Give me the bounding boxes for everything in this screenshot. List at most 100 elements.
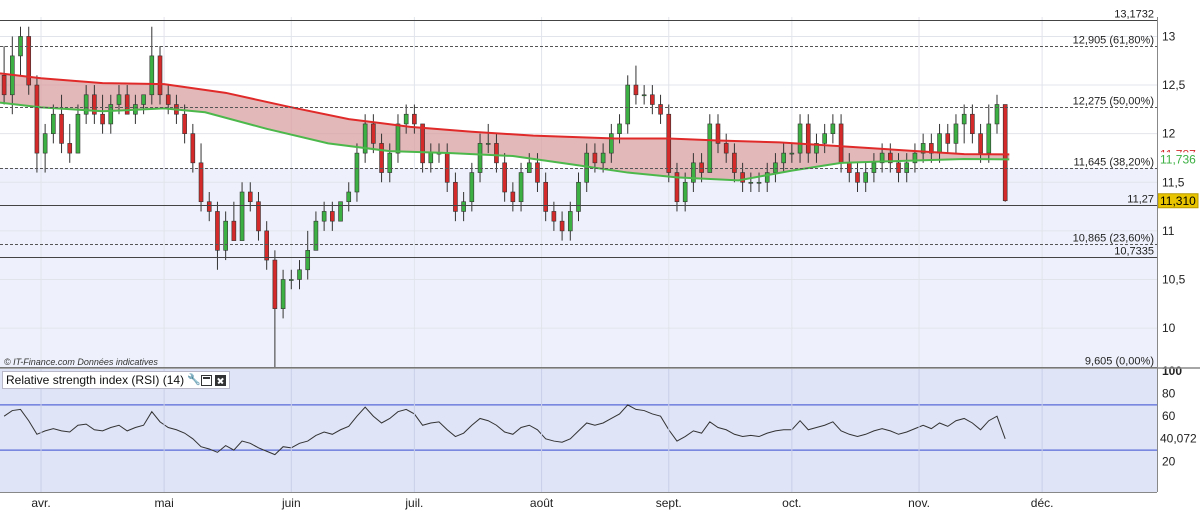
candle-up xyxy=(428,152,434,164)
rsi-current-label: 40,072 xyxy=(1160,432,1197,446)
month-label: juin xyxy=(281,496,301,510)
price-tick-label: 10 xyxy=(1162,321,1176,335)
candle-up xyxy=(781,152,786,164)
reference-line-label: 10,7335 xyxy=(1114,246,1154,258)
candle-up xyxy=(986,123,992,154)
price-badge-label: 11,310 xyxy=(1160,194,1196,208)
candle-up xyxy=(403,113,409,125)
price-tick-label: 11,5 xyxy=(1162,175,1185,189)
candle-up xyxy=(773,162,778,173)
reference-line-label: 12,905 (61,80%) xyxy=(1073,35,1154,47)
price-tick-label: 10,5 xyxy=(1162,273,1186,287)
candle-up xyxy=(42,133,48,154)
month-label: oct. xyxy=(782,496,801,510)
candle-up xyxy=(518,172,524,203)
candle-down xyxy=(206,201,212,212)
candle-down xyxy=(846,162,852,173)
candle-down xyxy=(330,211,335,222)
data-source-note: © IT-Finance.com Données indicatives xyxy=(4,357,158,367)
price-tick-label: 13 xyxy=(1162,29,1176,43)
reference-line-label: 11,645 (38,20%) xyxy=(1073,157,1154,169)
candle-up xyxy=(313,220,319,251)
candle-down xyxy=(444,152,450,183)
candle-down xyxy=(92,94,97,115)
candle-down xyxy=(494,143,499,164)
ma-long-line xyxy=(0,72,1010,156)
restore-icon[interactable] xyxy=(201,374,213,386)
candle-down xyxy=(256,201,261,232)
candle-up xyxy=(797,123,803,154)
candle-up xyxy=(609,133,614,154)
candle-down xyxy=(838,123,844,164)
candle-down xyxy=(215,211,220,251)
candle-down xyxy=(502,162,507,193)
candle-up xyxy=(748,181,754,184)
rsi-tick-label: 80 xyxy=(1162,387,1176,401)
candle-up xyxy=(789,152,795,155)
candle-down xyxy=(929,143,934,154)
candle-up xyxy=(617,123,622,134)
price-axis: 13 12,5 12 11,5 11 10,5 10 xyxy=(1162,29,1186,335)
candle-up xyxy=(814,143,819,154)
candle-up xyxy=(961,113,967,125)
candle-up xyxy=(879,152,885,164)
candle-down xyxy=(658,104,663,115)
candle-down xyxy=(67,143,73,154)
candle-down xyxy=(888,152,893,164)
price-tick-label: 12 xyxy=(1162,127,1176,141)
rsi-line xyxy=(3,404,1006,456)
price-tick-label: 12,5 xyxy=(1162,78,1186,92)
candle-up xyxy=(223,220,228,251)
candle-up xyxy=(707,123,713,173)
rsi-tick-label: 20 xyxy=(1162,454,1176,468)
candle-down xyxy=(559,220,565,232)
candle-down xyxy=(666,113,672,173)
reference-line-label: 9,605 (0,00%) xyxy=(1085,356,1154,368)
candle-down xyxy=(124,94,130,115)
candle-up xyxy=(756,181,762,184)
candle-up xyxy=(280,279,286,309)
candle-up xyxy=(461,201,466,212)
candle-down xyxy=(723,143,729,154)
close-icon[interactable] xyxy=(215,374,227,386)
candle-up xyxy=(75,113,81,154)
candle-up xyxy=(937,133,942,154)
candle-down xyxy=(59,113,64,144)
candle-down xyxy=(453,181,458,212)
candle-up xyxy=(305,250,311,271)
candle-up xyxy=(953,123,959,144)
candle-up xyxy=(682,181,688,203)
rsi-title: Relative strength index (RSI) (14) xyxy=(6,373,185,387)
candle-down xyxy=(247,191,253,203)
candle-down xyxy=(732,152,737,173)
month-label: sept. xyxy=(656,496,682,510)
candlesticks xyxy=(1,26,1008,367)
month-label: mai xyxy=(154,496,173,510)
candle-down xyxy=(805,123,811,154)
candle-down xyxy=(264,230,269,261)
candle-up xyxy=(83,94,89,115)
candle-up xyxy=(297,269,302,280)
candle-down xyxy=(543,181,548,212)
ma-cloud-area xyxy=(0,73,1010,181)
wrench-icon[interactable]: 🔧 xyxy=(187,373,201,386)
candle-up xyxy=(354,152,360,193)
rsi-tick-label: 100 xyxy=(1162,364,1182,378)
candle-down xyxy=(633,84,639,96)
candle-down xyxy=(896,162,901,173)
candle-down xyxy=(190,133,196,164)
candle-down xyxy=(650,94,655,105)
candle-up xyxy=(830,123,836,134)
candle-up xyxy=(346,191,352,203)
candle-down xyxy=(740,172,745,183)
candle-up xyxy=(920,143,926,154)
candle-up xyxy=(994,104,1000,125)
reference-line-label: 13,1732 xyxy=(1114,9,1154,21)
candle-down xyxy=(100,113,105,125)
candle-up xyxy=(141,94,146,105)
candle-down xyxy=(272,259,278,309)
candle-up xyxy=(289,279,294,281)
ma-short-line xyxy=(0,101,1010,182)
candle-up xyxy=(576,181,581,212)
